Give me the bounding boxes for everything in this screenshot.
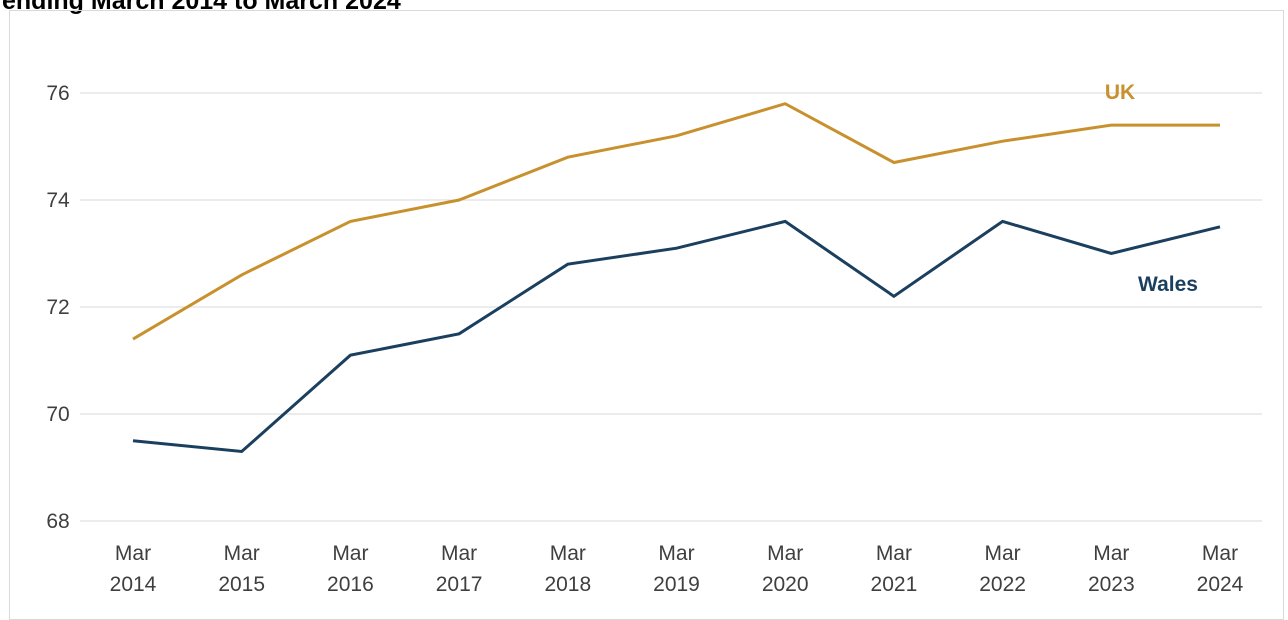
series-label-uk: UK (1105, 81, 1135, 104)
x-tick-month: Mar (224, 542, 260, 565)
y-tick-label: 76 (46, 82, 69, 105)
x-tick-label: Mar 2018 (544, 542, 591, 596)
x-tick-month: Mar (441, 542, 477, 565)
x-tick-year: 2024 (1197, 573, 1244, 596)
x-tick-year: 2015 (218, 573, 265, 596)
x-tick-month: Mar (115, 542, 151, 565)
x-tick-month: Mar (658, 542, 694, 565)
x-tick-label: Mar 2023 (1088, 542, 1135, 596)
x-tick-label: Mar 2015 (218, 542, 265, 596)
x-tick-month: Mar (332, 542, 368, 565)
x-tick-year: 2018 (544, 573, 591, 596)
x-tick-month: Mar (550, 542, 586, 565)
x-tick-year: 2019 (653, 573, 700, 596)
x-tick-year: 2014 (110, 573, 157, 596)
x-tick-label: Mar 2021 (871, 542, 918, 596)
x-tick-year: 2023 (1088, 573, 1135, 596)
y-tick-label: 72 (46, 296, 69, 319)
x-tick-month: Mar (1202, 542, 1238, 565)
x-tick-label: Mar 2017 (436, 542, 483, 596)
y-tick-label: 74 (46, 189, 70, 212)
x-tick-label: Mar 2016 (327, 542, 374, 596)
x-tick-label: Mar 2019 (653, 542, 700, 596)
x-tick-label: Mar 2014 (110, 542, 157, 596)
x-tick-month: Mar (985, 542, 1021, 565)
x-tick-month: Mar (767, 542, 803, 565)
x-tick-label: Mar 2020 (762, 542, 809, 596)
x-tick-label: Mar 2022 (979, 542, 1026, 596)
x-tick-year: 2017 (436, 573, 483, 596)
x-tick-month: Mar (876, 542, 912, 565)
x-tick-label: Mar 2024 (1197, 542, 1244, 596)
x-tick-year: 2021 (871, 573, 918, 596)
series-label-wales: Wales (1138, 273, 1198, 296)
x-tick-year: 2016 (327, 573, 374, 596)
x-tick-month: Mar (1093, 542, 1129, 565)
y-tick-label: 68 (46, 510, 69, 533)
series-line-uk (133, 104, 1220, 339)
series-line-wales (133, 221, 1220, 451)
x-tick-year: 2022 (979, 573, 1026, 596)
x-tick-year: 2020 (762, 573, 809, 596)
y-tick-label: 70 (46, 403, 69, 426)
